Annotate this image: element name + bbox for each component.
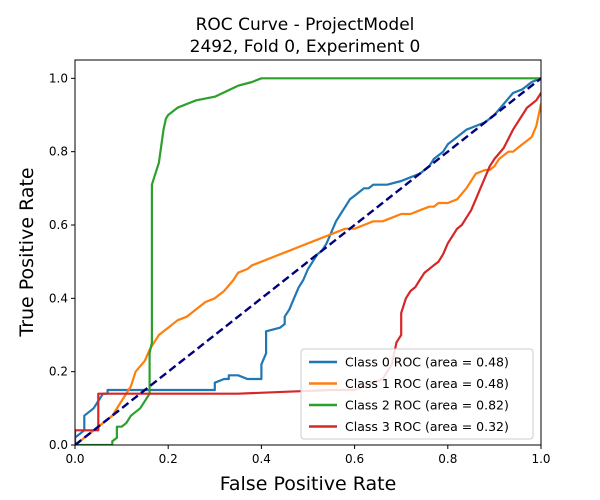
x-tick-label: 0.6 (345, 452, 364, 466)
series-line-class-1 (75, 102, 541, 445)
chart-title-line-1: ROC Curve - ProjectModel (196, 15, 415, 35)
x-tick-label: 0.0 (65, 452, 84, 466)
y-axis-title: True Positive Rate (16, 167, 38, 337)
legend-box (300, 348, 534, 440)
y-tick-label: 0.6 (49, 218, 68, 232)
series-line-class-2 (75, 77, 541, 445)
plot-frame (74, 59, 542, 446)
y-axis: 0.0 0.2 0.4 0.6 0.8 1.0 (49, 71, 75, 452)
legend-label-class-0: Class 0 ROC (area = 0.48) (345, 355, 509, 370)
y-tick-label: 0.4 (49, 291, 68, 305)
chance-reference-line (75, 77, 541, 445)
y-tick-label: 1.0 (49, 71, 68, 85)
x-axis: 0.0 0.2 0.4 0.6 0.8 1.0 (65, 445, 551, 466)
legend: Class 0 ROC (area = 0.48) Class 1 ROC (ar… (300, 348, 534, 440)
chart-title-group: ROC Curve - ProjectModel 2492, Fold 0, E… (190, 15, 421, 57)
y-tick-label: 0.2 (49, 365, 68, 379)
x-tick-label: 0.8 (438, 452, 457, 466)
x-tick-label: 1.0 (531, 452, 550, 466)
legend-label-class-2: Class 2 ROC (area = 0.82) (345, 398, 509, 413)
x-tick-label: 0.4 (252, 452, 271, 466)
series-line-class-0 (75, 77, 541, 445)
y-tick-label: 0.8 (49, 145, 68, 159)
y-tick-label: 0.0 (49, 438, 68, 452)
x-tick-label: 0.2 (159, 452, 178, 466)
legend-label-class-1: Class 1 ROC (area = 0.48) (345, 376, 509, 391)
x-axis-title: False Positive Rate (220, 473, 397, 495)
chart-title-line-2: 2492, Fold 0, Experiment 0 (190, 37, 421, 57)
legend-label-class-3: Class 3 ROC (area = 0.32) (345, 419, 509, 434)
